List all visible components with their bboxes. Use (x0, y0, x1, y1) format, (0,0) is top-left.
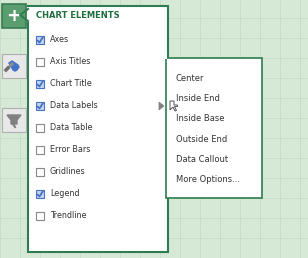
Bar (36, 212, 44, 220)
Text: Data Labels: Data Labels (50, 101, 98, 110)
Bar (36, 36, 44, 44)
Text: Legend: Legend (50, 189, 79, 198)
Text: CHART ELEMENTS: CHART ELEMENTS (36, 12, 120, 20)
Text: Gridlines: Gridlines (50, 167, 86, 176)
Text: Inside Base: Inside Base (176, 114, 225, 123)
Bar (36, 80, 44, 88)
Text: Data Table: Data Table (50, 124, 92, 133)
Bar (28, 6, 168, 252)
Polygon shape (7, 115, 21, 124)
Polygon shape (9, 61, 19, 71)
Bar (2, 54, 26, 78)
Bar (36, 124, 44, 132)
Text: +: + (6, 7, 22, 25)
Text: Outside End: Outside End (176, 134, 227, 143)
Bar (36, 102, 44, 110)
Polygon shape (159, 102, 164, 110)
Text: More Options...: More Options... (176, 175, 240, 184)
Bar (36, 190, 44, 198)
Bar (2, 4, 26, 28)
Bar (27, 7, 31, 22)
Bar (36, 58, 44, 66)
Text: Axis Titles: Axis Titles (50, 58, 90, 67)
Text: Axes: Axes (50, 36, 69, 44)
Bar (157, 51, 167, 59)
Text: Data Callout: Data Callout (176, 155, 228, 164)
Text: Chart Title: Chart Title (50, 79, 92, 88)
Text: Inside End: Inside End (176, 94, 220, 103)
Text: Trendline: Trendline (50, 212, 87, 221)
Bar (2, 108, 26, 132)
Polygon shape (170, 101, 177, 111)
Bar (166, 58, 262, 198)
Bar (36, 146, 44, 154)
Text: Center: Center (176, 74, 205, 83)
Text: Error Bars: Error Bars (50, 146, 90, 155)
Bar (36, 168, 44, 176)
